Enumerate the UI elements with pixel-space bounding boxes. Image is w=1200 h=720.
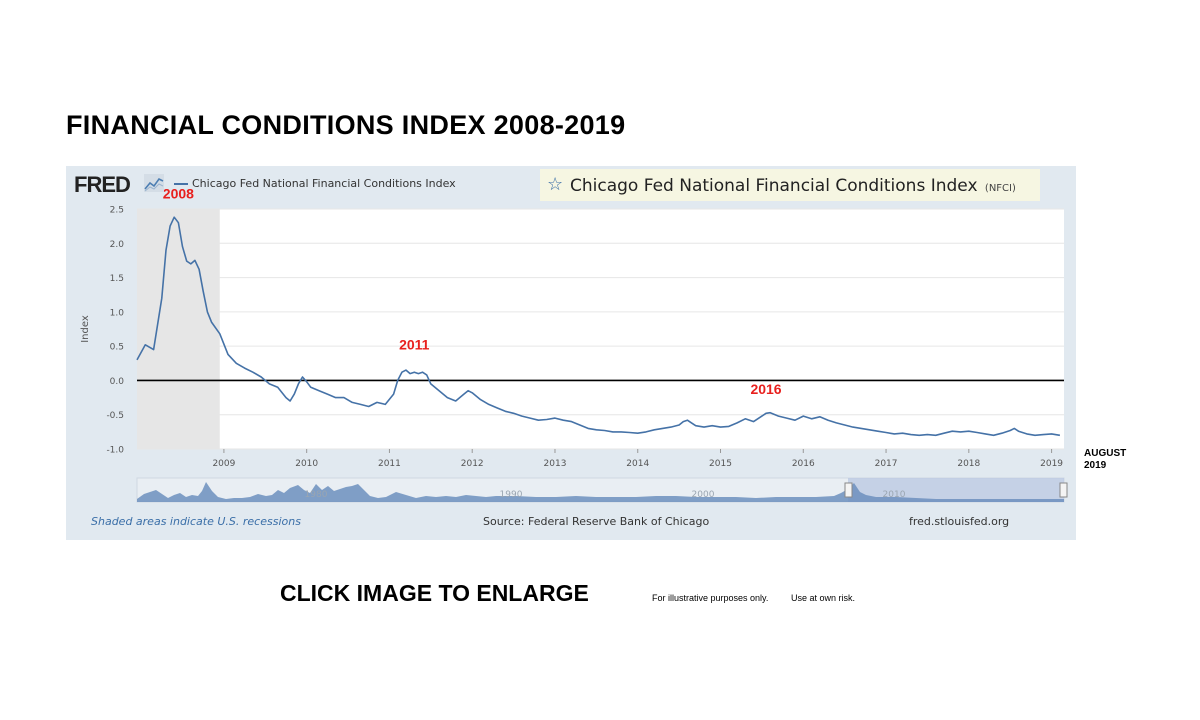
y-tick-label: 2.5 (110, 206, 124, 216)
x-tick-label: 2012 (461, 459, 484, 469)
source-note: Source: Federal Reserve Bank of Chicago (483, 515, 710, 528)
y-tick-label: 0.5 (110, 343, 124, 353)
navigator-left-handle[interactable] (844, 482, 853, 498)
x-tick-label: 2010 (295, 459, 318, 469)
legend-swatch (174, 183, 188, 185)
navigator[interactable]: 1980 1990 2000 2010 (136, 477, 1068, 503)
end-date-label: AUGUST 2019 (1084, 448, 1126, 472)
x-tick-label: 2019 (1040, 459, 1063, 469)
y-tick-label: 0.0 (110, 377, 125, 387)
y-tick-label: 2.0 (110, 240, 125, 250)
x-tick-label: 2009 (212, 459, 235, 469)
y-tick-label: 1.5 (110, 274, 124, 284)
y-tick-label: -1.0 (106, 446, 124, 456)
navigator-series (137, 482, 1064, 502)
navigator-year-label: 2010 (883, 490, 906, 500)
navigator-year-label: 1980 (305, 490, 328, 500)
legend: Chicago Fed National Financial Condition… (174, 177, 456, 190)
year-annotation: 2016 (750, 381, 781, 397)
x-tick-labels: 2009 2010 2011 2012 2013 2014 2015 2016 2017 2018… (212, 449, 1063, 469)
x-tick-label: 2018 (957, 459, 980, 469)
y-tick-label: -0.5 (106, 411, 124, 421)
y-axis-label: Index (80, 315, 91, 343)
fred-url[interactable]: fred.stlouisfed.org (909, 515, 1010, 528)
recession-shading (137, 209, 220, 449)
series-line[interactable] (136, 216, 1061, 437)
fred-logo[interactable]: FRED (74, 172, 131, 197)
disclaimer-risk: Use at own risk. (791, 593, 856, 603)
x-tick-label: 2013 (544, 459, 567, 469)
enlarge-call-to-action[interactable]: CLICK IMAGE TO ENLARGE (280, 580, 589, 606)
x-tick-label: 2014 (626, 459, 649, 469)
navigator-year-label: 2000 (692, 490, 715, 500)
navigator-year-label: 1990 (500, 490, 523, 500)
year-annotation: 2008 (163, 186, 194, 202)
y-tick-label: 1.0 (110, 308, 125, 318)
x-tick-label: 2015 (709, 459, 732, 469)
navigator-right-handle[interactable] (1059, 482, 1068, 498)
end-date-year: 2019 (1084, 460, 1107, 471)
star-icon[interactable]: ☆ (547, 174, 564, 195)
recession-note: Shaded areas indicate U.S. recessions (91, 515, 301, 528)
series-title: Chicago Fed National Financial Condition… (570, 176, 1016, 196)
chart-canvas: 2.52.01.51.00.50.0-0.5-1.0 2009 2010 2011 2… (80, 186, 1068, 503)
x-tick-label: 2017 (875, 459, 898, 469)
y-tick-labels: 2.5 2.0 1.5 1.0 0.5 0.0 -0.5 -1.0 (106, 206, 124, 456)
fred-chart-icon (144, 174, 164, 192)
year-annotation: 2011 (399, 337, 430, 353)
fred-chart-panel[interactable]: 2.5 2.0 1.5 1.0 0.5 0.0 -0.5 -1.0 2009 2010 2011 2… (66, 166, 1076, 540)
page-title: FINANCIAL CONDITIONS INDEX 2008-2019 (66, 110, 626, 140)
series-code: (NFCI) (984, 183, 1016, 194)
x-tick-label: 2016 (792, 459, 815, 469)
end-date-month: AUGUST (1084, 448, 1127, 459)
navigator-year-labels: 1980 1990 2000 2010 (305, 490, 906, 500)
disclaimer-illustrative: For illustrative purposes only. (652, 593, 769, 603)
series-title-box[interactable]: ☆ Chicago Fed National Financial Conditi… (540, 169, 1040, 201)
annotations: 2008 2011 2016 (163, 186, 782, 397)
plot-area (137, 209, 1064, 449)
recession-band (137, 209, 220, 449)
series-line-layer (136, 216, 1061, 437)
x-tick-label: 2011 (378, 459, 401, 469)
legend-label: Chicago Fed National Financial Condition… (192, 177, 456, 190)
